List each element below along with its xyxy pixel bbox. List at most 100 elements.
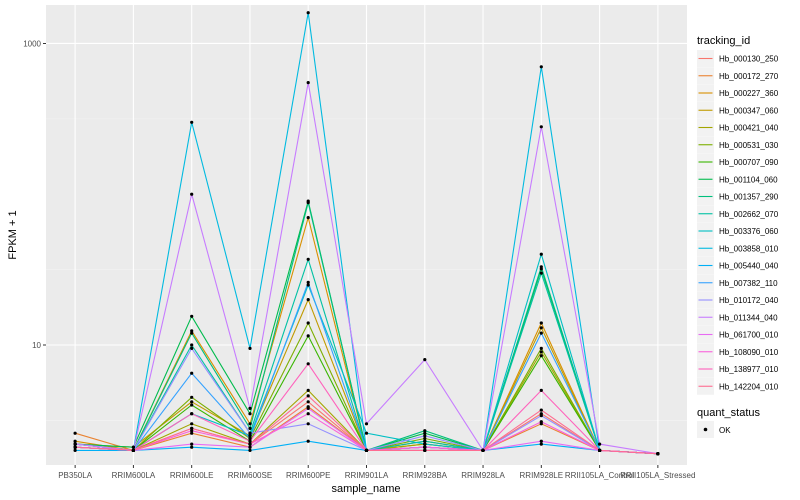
data-point — [539, 439, 543, 443]
data-point — [306, 439, 310, 443]
data-point — [306, 334, 310, 338]
legend-label: Hb_010172_040 — [719, 296, 779, 305]
data-point — [190, 400, 194, 404]
data-point — [306, 394, 310, 398]
data-point — [423, 434, 427, 438]
legend-item: Hb_003376_060 — [697, 222, 779, 240]
axes: 10 1000 PB350LA RRIM600LA RRIM600LE RRIM600SE… — [23, 39, 695, 480]
x-tick-label: RRIM928LA — [461, 471, 505, 480]
data-point — [248, 426, 252, 430]
legend-label: Hb_005440_040 — [719, 262, 779, 271]
x-tick-label: RRIM901LA — [345, 471, 389, 480]
data-point — [190, 422, 194, 426]
y-tick-label: 1000 — [23, 39, 41, 48]
data-point — [423, 429, 427, 433]
data-point — [190, 395, 194, 399]
data-point — [306, 400, 310, 404]
data-point — [248, 436, 252, 441]
data-point — [73, 431, 77, 435]
data-point — [423, 442, 427, 446]
legend-label: Hb_000130_250 — [719, 55, 779, 64]
data-point — [306, 81, 310, 85]
data-point — [539, 321, 543, 325]
data-point — [423, 439, 427, 443]
data-point — [656, 452, 660, 456]
legend-item: Hb_000130_250 — [697, 50, 779, 67]
data-point — [190, 431, 194, 435]
legend-item: Hb_000347_060 — [697, 101, 779, 119]
data-point — [190, 346, 194, 350]
legend-label: Hb_000707_090 — [719, 158, 779, 167]
legend-item: Hb_011344_040 — [697, 308, 778, 326]
shape-legend-label: OK — [719, 426, 731, 435]
legend-item: Hb_000227_360 — [697, 84, 779, 102]
legend-label: Hb_001104_060 — [719, 175, 778, 184]
legend-item: Hb_010172_040 — [697, 291, 779, 309]
data-point — [190, 403, 194, 407]
data-point — [306, 280, 310, 284]
data-point — [190, 445, 194, 449]
legend-label: Hb_002662_070 — [719, 210, 779, 219]
legend-label: Hb_011344_040 — [719, 313, 778, 322]
data-point — [364, 448, 369, 452]
data-point — [306, 283, 310, 287]
data-point — [481, 448, 485, 452]
data-point — [248, 431, 252, 435]
data-point — [190, 331, 194, 335]
legend-item: Hb_108090_010 — [697, 343, 779, 361]
legend-item: Hb_007382_110 — [697, 274, 778, 292]
data-point — [539, 388, 543, 392]
legend-title: tracking_id — [697, 35, 750, 47]
data-point — [423, 436, 427, 441]
legend-label: Hb_000421_040 — [719, 124, 779, 133]
data-point — [190, 343, 194, 347]
legend-item: Hb_003858_010 — [697, 239, 779, 257]
data-point — [539, 414, 543, 418]
data-point — [73, 439, 77, 443]
data-point — [423, 431, 427, 435]
legend-item: Hb_002662_070 — [697, 205, 779, 223]
data-point — [598, 448, 602, 452]
data-point — [539, 65, 543, 69]
x-tick-label: RRIM600LE — [170, 471, 214, 480]
legend-label: Hb_061700_010 — [719, 331, 779, 340]
y-tick-label: 10 — [32, 341, 41, 350]
x-tick-label: RRIM928LE — [520, 471, 564, 480]
data-point — [423, 445, 427, 449]
data-point — [190, 412, 194, 416]
data-point — [539, 354, 543, 358]
data-point — [539, 252, 543, 256]
shape-legend-point — [703, 427, 708, 432]
x-tick-label: RRIM600PE — [286, 471, 330, 480]
legend-label: Hb_000347_060 — [719, 106, 779, 115]
legend-label: Hb_000172_270 — [719, 72, 779, 81]
data-point — [190, 329, 194, 333]
legend-item: Hb_000531_030 — [697, 136, 779, 154]
x-tick-label: RRIM928BA — [403, 471, 448, 480]
data-point — [306, 257, 310, 261]
data-point — [364, 422, 369, 426]
x-tick-label: PB350LA — [58, 471, 92, 480]
data-point — [248, 412, 252, 416]
legend-item: Hb_005440_040 — [697, 257, 779, 274]
legend-label: Hb_000531_030 — [719, 141, 779, 150]
data-point — [306, 321, 310, 325]
data-point — [190, 371, 194, 375]
legend-item: Hb_000421_040 — [697, 119, 779, 136]
shape-legend-item: OK — [697, 421, 731, 438]
data-point — [539, 346, 543, 350]
legend-item: Hb_142204_010 — [697, 377, 779, 395]
data-point — [190, 442, 194, 446]
data-point — [190, 429, 194, 433]
data-point — [131, 445, 135, 449]
data-point — [598, 442, 602, 446]
data-point — [539, 442, 543, 446]
legend-label: Hb_003376_060 — [719, 227, 779, 236]
data-point — [539, 331, 543, 335]
data-point — [539, 326, 543, 330]
data-point — [73, 445, 77, 449]
data-point — [423, 358, 427, 362]
legend-label: Hb_001357_290 — [719, 193, 779, 202]
data-point — [306, 11, 310, 15]
